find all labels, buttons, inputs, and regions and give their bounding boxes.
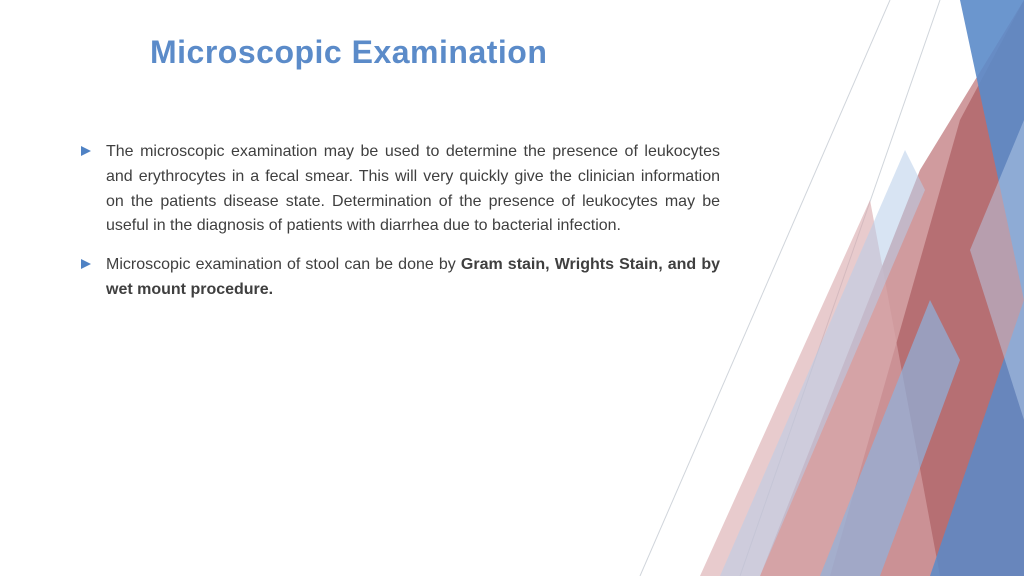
page-title: Microscopic Examination (150, 34, 547, 71)
slide: Microscopic Examination The microscopic … (0, 0, 1024, 576)
bullet-text-2: Microscopic examination of stool can be … (106, 253, 720, 303)
list-item: Microscopic examination of stool can be … (80, 253, 720, 303)
bullet-2-plain: Microscopic examination of stool can be … (106, 256, 461, 273)
bullet-icon (80, 258, 92, 270)
bullet-1-plain: The microscopic examination may be used … (106, 143, 720, 234)
bullet-icon (80, 145, 92, 157)
content-area: The microscopic examination may be used … (80, 140, 720, 317)
bullet-text-1: The microscopic examination may be used … (106, 140, 720, 239)
list-item: The microscopic examination may be used … (80, 140, 720, 239)
